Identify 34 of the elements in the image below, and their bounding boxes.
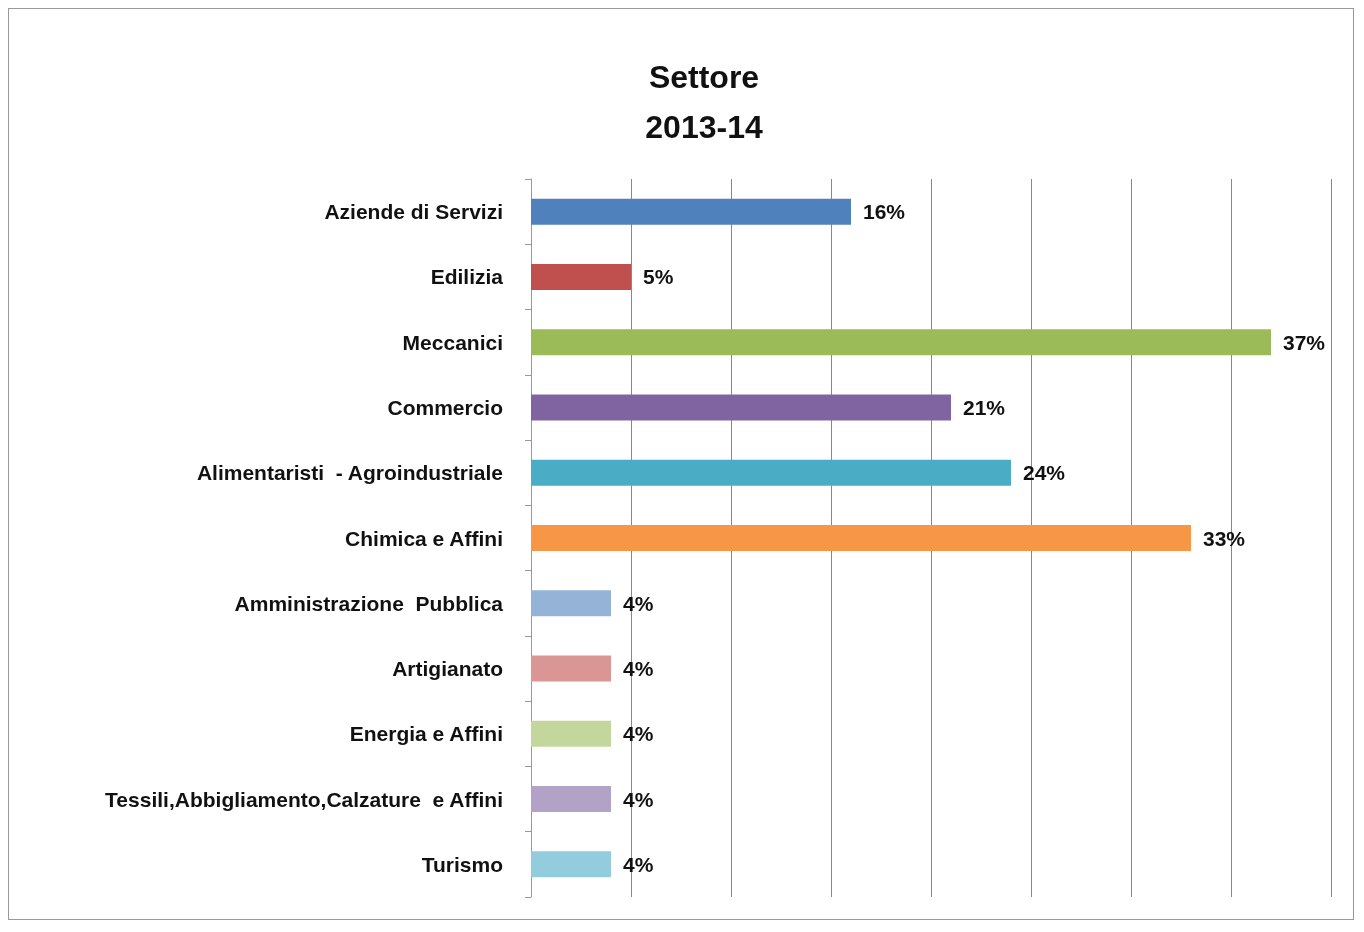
bar	[531, 394, 951, 421]
y-tick-label: Commercio	[387, 395, 503, 419]
bar	[531, 590, 611, 617]
data-label: 4%	[623, 722, 654, 746]
y-tick-label: Alimentaristi - Agroindustriale	[196, 461, 503, 485]
bar	[531, 655, 611, 682]
data-label: 4%	[623, 591, 654, 615]
bar	[531, 525, 1191, 551]
data-label: 24%	[1023, 461, 1066, 485]
y-tick-label: Energia e Affini	[349, 722, 503, 746]
data-label: 4%	[623, 787, 654, 811]
y-tick-label: Turismo	[421, 852, 503, 876]
y-tick-label: Artigianato	[392, 657, 503, 681]
y-tick-label: Edilizia	[430, 265, 504, 289]
data-label: 4%	[623, 657, 654, 681]
y-tick-label: Aziende di Servizi	[324, 200, 503, 224]
y-tick-label: Chimica e Affini	[345, 526, 503, 550]
data-label: 4%	[623, 852, 654, 876]
data-label: 37%	[1283, 330, 1326, 354]
bar	[531, 786, 611, 813]
y-tick-label: Tessili,Abbigliamento,Calzature e Affini	[105, 787, 503, 811]
bar	[531, 720, 611, 747]
y-tick-label: Meccanici	[402, 330, 503, 354]
bar	[531, 198, 851, 225]
bar	[531, 329, 1271, 356]
data-label: 5%	[643, 265, 674, 289]
data-label: 21%	[963, 395, 1006, 419]
y-tick-label: Amministrazione Pubblica	[234, 591, 504, 615]
bar	[531, 263, 631, 290]
bar	[531, 851, 611, 878]
chart-title: Settore 2013-14	[645, 59, 763, 145]
data-label: 33%	[1203, 526, 1246, 550]
data-label: 16%	[863, 200, 906, 224]
bar	[531, 459, 1011, 486]
